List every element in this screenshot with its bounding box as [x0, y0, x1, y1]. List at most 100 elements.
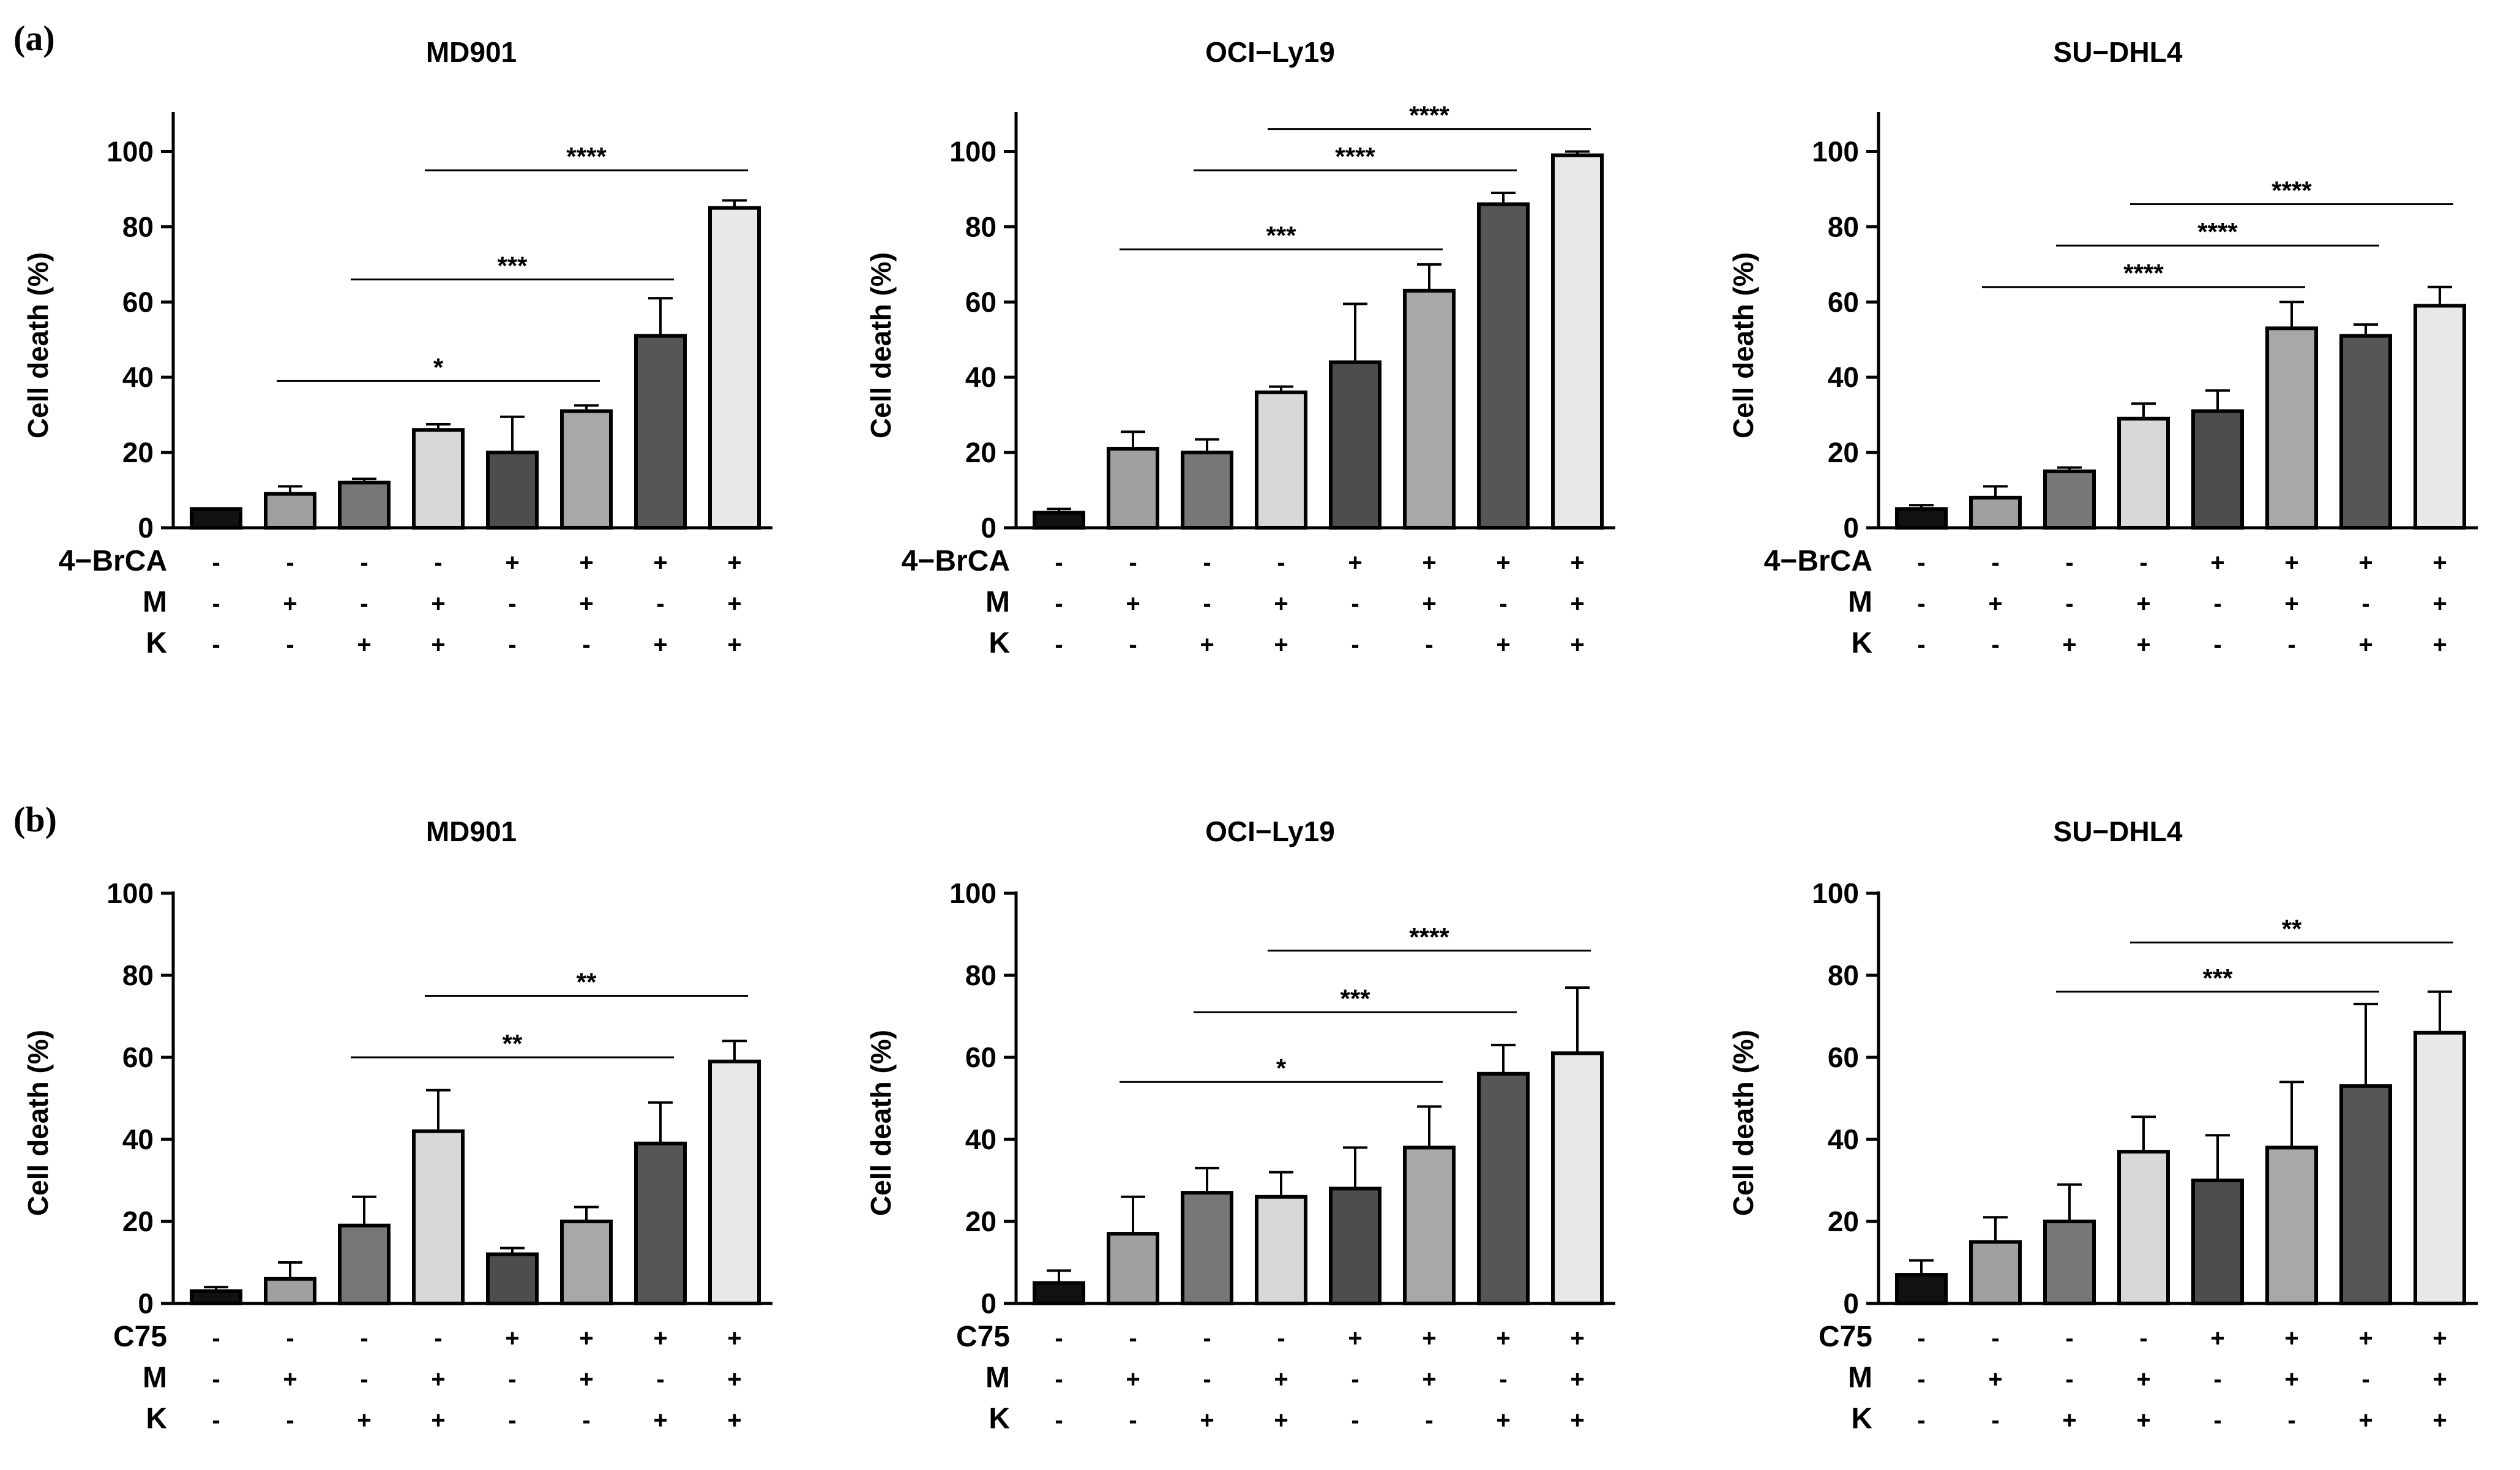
y-axis-label: Cell death (%) [1727, 252, 1759, 438]
y-tick-label: 60 [122, 1041, 154, 1073]
bar [1477, 1071, 1530, 1306]
treatment-sign: - [1129, 1325, 1137, 1352]
treatment-sign: + [1988, 1366, 2002, 1393]
bar [2339, 1084, 2392, 1306]
treatment-sign: - [1129, 549, 1137, 576]
treatment-sign: - [360, 590, 368, 617]
treatment-sign: - [582, 1407, 590, 1434]
significance-label: *** [1266, 221, 1296, 250]
treatment-sign: - [1425, 1407, 1433, 1434]
bar [1181, 451, 1233, 530]
bar [1969, 495, 2022, 530]
bar [1403, 288, 1456, 530]
y-tick-label: 40 [965, 361, 996, 393]
treatment-sign: + [579, 1325, 593, 1352]
treatment-sign: + [2358, 1325, 2372, 1352]
significance-label: **** [1335, 142, 1375, 171]
y-tick-label: 80 [122, 959, 154, 991]
treatment-sign: - [1129, 1407, 1137, 1434]
treatment-sign: - [2361, 1366, 2369, 1393]
treatment-sign: - [434, 549, 442, 576]
y-tick-label: 80 [1828, 211, 1859, 242]
treatment-sign: + [2432, 1366, 2447, 1393]
bar [1255, 1194, 1307, 1306]
treatment-sign: + [1570, 1407, 1584, 1434]
y-tick-label: 100 [107, 877, 154, 909]
treatment-sign: - [286, 1325, 294, 1352]
treatment-sign: + [1496, 549, 1510, 576]
treatment-sign: + [727, 631, 741, 658]
chart-title: SU−DHL4 [2054, 36, 2183, 68]
treatment-sign: + [727, 1407, 741, 1434]
bar [1969, 1240, 2022, 1305]
treatment-sign: - [1277, 549, 1285, 576]
treatment-sign: - [1991, 1407, 1999, 1434]
y-tick-label: 40 [1828, 361, 1859, 393]
y-axis-label: Cell death (%) [22, 252, 54, 438]
bar [2191, 409, 2244, 530]
treatment-label: K [1851, 1403, 1872, 1435]
y-tick-label: 20 [965, 1206, 996, 1237]
treatment-sign: - [2213, 1407, 2221, 1434]
treatment-label: C75 [1819, 1321, 1872, 1353]
treatment-sign: - [212, 549, 220, 576]
treatment-sign: + [653, 631, 667, 658]
treatment-sign: + [1200, 631, 1214, 658]
treatment-sign: - [286, 631, 294, 658]
treatment-label: C75 [113, 1321, 167, 1353]
bar [1403, 1146, 1456, 1306]
treatment-sign: - [1203, 1366, 1211, 1393]
treatment-label: K [989, 627, 1010, 659]
treatment-sign: + [1200, 1407, 1214, 1434]
y-tick-label: 40 [965, 1123, 996, 1155]
treatment-sign: + [1274, 590, 1288, 617]
treatment-sign: + [579, 1366, 593, 1393]
bar [412, 1129, 465, 1305]
significance-label: ** [2282, 914, 2302, 943]
bar [338, 1223, 391, 1305]
bar [1551, 1051, 1604, 1306]
y-axis-label: Cell death (%) [22, 1030, 54, 1216]
treatment-sign: - [1425, 631, 1433, 658]
treatment-sign: - [1203, 549, 1211, 576]
treatment-sign: + [653, 549, 667, 576]
y-tick-label: 60 [1828, 1041, 1859, 1073]
treatment-sign: - [2065, 590, 2073, 617]
bar [1107, 446, 1159, 530]
treatment-sign: + [1422, 549, 1436, 576]
significance-label: *** [1340, 984, 1370, 1013]
treatment-sign: - [1055, 549, 1063, 576]
y-tick-label: 60 [1828, 286, 1859, 318]
bar [1329, 1187, 1382, 1306]
bar [560, 1220, 613, 1305]
treatment-sign: - [508, 1366, 516, 1393]
treatment-sign: - [2361, 590, 2369, 617]
treatment-sign: + [1570, 590, 1584, 617]
treatment-label: M [143, 586, 167, 618]
treatment-sign: - [1277, 1325, 1285, 1352]
treatment-sign: + [727, 1325, 741, 1352]
y-axis-label: Cell death (%) [1727, 1030, 1759, 1216]
treatment-sign: - [1991, 549, 1999, 576]
treatment-sign: + [2062, 1407, 2076, 1434]
bar [1895, 1273, 1948, 1306]
y-tick-label: 20 [965, 437, 996, 468]
treatment-sign: + [431, 631, 445, 658]
treatment-sign: - [1055, 1325, 1063, 1352]
bar [2339, 334, 2392, 530]
y-tick-label: 60 [122, 286, 154, 318]
treatment-sign: + [505, 1325, 519, 1352]
treatment-sign: + [1570, 1325, 1584, 1352]
bar [2413, 1030, 2466, 1306]
treatment-sign: + [2432, 1407, 2447, 1434]
significance-label: ** [503, 1029, 523, 1058]
treatment-sign: - [1499, 590, 1507, 617]
treatment-sign: + [1422, 1366, 1436, 1393]
bar [486, 1252, 539, 1306]
bar [412, 428, 465, 530]
treatment-sign: + [579, 549, 593, 576]
treatment-sign: + [2432, 631, 2447, 658]
treatment-sign: + [2136, 631, 2150, 658]
